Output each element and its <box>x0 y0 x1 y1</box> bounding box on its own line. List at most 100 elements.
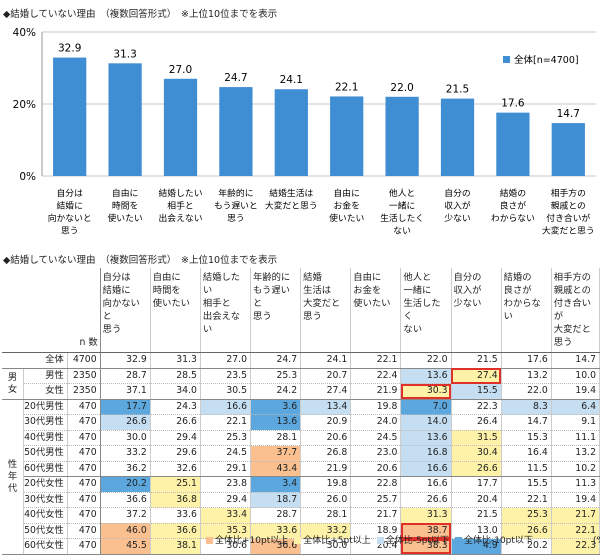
value-cell: 23.5 <box>200 368 252 384</box>
value-cell: 24.3 <box>150 399 201 415</box>
column-header-line: お金を <box>353 285 382 296</box>
value-cell: 23.8 <box>200 476 252 493</box>
bar-value-label: 27.0 <box>169 64 192 76</box>
value-cell: 28.1 <box>250 430 302 446</box>
y-tick-label: 40% <box>13 27 36 39</box>
category-label: 自由に時間を使いたい <box>107 187 142 224</box>
row-label: 30代男性 <box>23 414 68 431</box>
value-cell: 20.4 <box>451 492 502 508</box>
value-cell: 4.9 <box>451 538 502 555</box>
value-cell: 27.0 <box>200 352 252 369</box>
n-cell: 2350 <box>67 368 101 384</box>
bar <box>274 89 308 176</box>
value-cell: 30.0 <box>100 430 151 446</box>
column-header-line: 使いたい <box>152 298 190 309</box>
bar <box>385 96 419 176</box>
value-cell: 22.1 <box>551 523 600 539</box>
value-cell: 31.3 <box>150 352 201 369</box>
value-cell: 24.5 <box>350 430 402 446</box>
category-label: 自分の収入が少ない <box>444 187 471 224</box>
n-cell: 4700 <box>67 352 101 369</box>
chart-title: ◆結婚していない理由 （複数回答形式） ※上位10位までを表示 <box>3 9 278 20</box>
value-cell: 25.3 <box>200 430 252 446</box>
value-cell: 24.2 <box>250 383 302 400</box>
column-header-line: 思う <box>303 311 322 322</box>
category-label: 相手方の親戚との付き合いが大変だと思う <box>542 187 595 237</box>
column-header-line: 出会えない <box>202 311 241 335</box>
value-cell: 20.6 <box>300 430 352 446</box>
table-row: 男女男性 2350 28.7 28.5 23.5 25.3 20.7 22.4 13.6 27.4… <box>2 368 600 400</box>
data-table: n 数自分は 結婚に 向かないと 思う 自由に 時間を 使いたい 結婚したい 相手と 出会えない年… <box>2 268 600 555</box>
column-header-line: 相手と <box>202 298 231 309</box>
value-cell: 24.1 <box>300 352 352 369</box>
table-row: 全体 4700 32.9 31.3 27.0 24.7 24.1 22.1 22.0 21.5 17… <box>2 352 600 369</box>
value-cell: 13.0 <box>451 523 502 539</box>
category-label: 結婚生活は大変だと思う <box>265 187 318 212</box>
value-cell: 24.7 <box>250 352 302 369</box>
value-cell: 15.5 <box>451 383 502 400</box>
column-header-line: 自由に <box>152 272 181 283</box>
value-cell: 22.4 <box>350 368 402 384</box>
value-cell: 16.4 <box>501 445 552 462</box>
value-cell: 36.6 <box>150 523 201 539</box>
value-cell: 15.5 <box>501 476 552 493</box>
column-header-line: 少ない <box>453 298 482 309</box>
value-cell: 22.3 <box>451 399 502 415</box>
table-row: 性年代 20代男性 470 17.7 24.3 16.6 3.6 13.4 19.8 7.0 22.… <box>2 399 600 555</box>
value-cell: 13.2 <box>551 445 600 462</box>
column-header-line: 生活したく <box>403 298 441 322</box>
bar-value-label: 32.9 <box>58 43 81 55</box>
value-cell: 33.2 <box>300 523 352 539</box>
bar <box>163 78 198 176</box>
row-label: 20代男性 <box>23 399 68 415</box>
value-cell: 38.1 <box>150 538 201 555</box>
table-row: 女性 2350 37.1 34.0 30.5 24.2 27.4 21.9 30.3 15.5 22… <box>2 383 600 400</box>
bar-value-label: 21.5 <box>446 84 469 96</box>
column-header: 自由に時間を使いたい <box>150 268 201 353</box>
value-cell: 23.0 <box>350 445 402 462</box>
value-cell: 3.4 <box>250 476 302 493</box>
bar <box>108 63 142 176</box>
row-label: 50代女性 <box>23 523 68 539</box>
n-cell: 470 <box>67 492 101 508</box>
value-cell: 13.2 <box>501 368 552 384</box>
legend-label: 全体[n=4700] <box>514 54 579 66</box>
value-cell: 14.7 <box>551 352 600 369</box>
bar <box>330 96 364 176</box>
value-cell: 16.6 <box>400 461 452 477</box>
value-cell: 11.3 <box>551 476 600 493</box>
table-title: ◆結婚していない理由 （複数回答形式） ※上位10位までを表示 <box>3 255 278 266</box>
bar <box>551 123 585 176</box>
value-cell: 13.4 <box>300 399 352 415</box>
column-header: 他人と 一緒に 生活したく ない <box>400 268 452 353</box>
bar-value-label: 24.7 <box>224 72 247 84</box>
y-tick-label: 0% <box>19 171 36 183</box>
value-cell: 27.4 <box>451 368 502 384</box>
value-cell: 6.4 <box>551 399 600 415</box>
value-cell: 22.0 <box>501 383 552 400</box>
n-cell: 470 <box>67 507 101 524</box>
column-header-line: 結婚したい <box>202 272 241 296</box>
value-cell: 29.6 <box>150 445 201 462</box>
column-header-line: 時間を <box>152 285 181 296</box>
legend-swatch <box>503 56 510 63</box>
value-cell: 22.1 <box>200 414 252 431</box>
column-header: 結婚したい相手と出会えない <box>200 268 252 353</box>
value-cell: 33.2 <box>100 445 151 462</box>
value-cell: 28.7 <box>250 507 302 524</box>
column-header: 相手方の 親戚との 付き合いが 大変だと 思う <box>551 268 600 353</box>
value-cell: 16.8 <box>400 445 452 462</box>
value-cell: 16.6 <box>200 399 252 415</box>
column-header-line: 他人と <box>403 272 432 283</box>
column-header-line: 親戚との <box>553 285 591 296</box>
bar-value-label: 17.6 <box>501 98 525 110</box>
value-cell: 19.8 <box>350 399 402 415</box>
value-cell: 7.0 <box>400 399 452 415</box>
value-cell: 11.5 <box>501 461 552 477</box>
header-row: n 数自分は 結婚に 向かないと 思う 自由に 時間を 使いたい 結婚したい 相手と 出会えない年… <box>2 268 600 353</box>
value-cell: 19.4 <box>551 383 600 400</box>
n-cell: 470 <box>67 461 101 477</box>
row-label: 40代男性 <box>23 430 68 446</box>
table-row: 40代女性 470 37.2 33.6 33.4 28.7 28.1 21.7 31.3 21.5… <box>2 507 600 524</box>
column-header: 結婚 生活は 大変だと 思う <box>300 268 352 353</box>
